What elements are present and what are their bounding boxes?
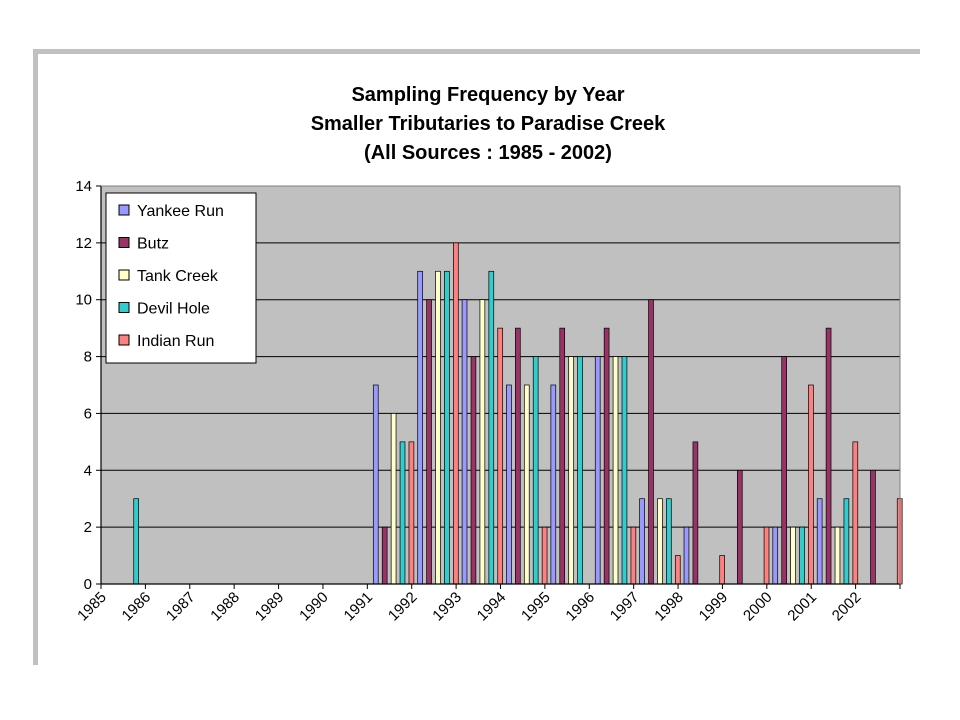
- bar-yankee-run-1994: [506, 384, 512, 585]
- legend-label-tank-creek: Tank Creek: [137, 268, 219, 285]
- chart-title-line-1: Sampling Frequency by Year: [351, 84, 624, 106]
- y-tick-label-12: 12: [75, 235, 92, 252]
- legend: Yankee Run Butz Tank Creek Devil Hole Indian…: [105, 192, 257, 364]
- bar-butz-1993: [470, 356, 477, 585]
- bar-tank-creek-1991: [390, 413, 397, 585]
- bar-butz-1995: [559, 327, 566, 585]
- legend-label-indian-run: Indian Run: [137, 333, 214, 350]
- bar-yankee-run-2000: [772, 526, 779, 585]
- bar-butz-1994: [515, 327, 521, 585]
- x-tick-label-1999: 1999: [696, 589, 732, 625]
- x-tick-label-1994: 1994: [474, 589, 510, 625]
- bar-indian-run-2000: [808, 384, 814, 585]
- bar-tank-creek-1997: [657, 498, 663, 585]
- bar-indian-run-1994: [541, 526, 548, 585]
- x-tick-label-1989: 1989: [252, 589, 288, 625]
- bar-yankee-run-1991: [372, 384, 379, 585]
- y-tick-label-10: 10: [75, 292, 92, 309]
- x-tick-label-1997: 1997: [607, 589, 643, 625]
- x-tick-label-2002: 2002: [829, 589, 865, 625]
- bar-devil-hole-1994: [532, 356, 539, 585]
- y-tick-label-14: 14: [75, 178, 92, 195]
- x-tick-label-1988: 1988: [207, 589, 243, 625]
- legend-swatch-tank-creek: [118, 269, 130, 281]
- chart-title-line-2: Smaller Tributaries to Paradise Creek: [311, 113, 666, 135]
- bar-butz-2000: [781, 356, 787, 585]
- legend-label-devil-hole: Devil Hole: [137, 301, 210, 318]
- bar-tank-creek-2000: [790, 526, 796, 585]
- legend-swatch-devil-hole: [118, 302, 130, 313]
- bar-tank-creek-1995: [568, 356, 574, 585]
- legend-label-butz: Butz: [137, 236, 169, 253]
- x-tick-label-1987: 1987: [163, 589, 199, 625]
- bar-indian-run-1997: [674, 555, 681, 585]
- bar-butz-2001: [825, 327, 832, 585]
- legend-label-yankee-run: Yankee Run: [137, 203, 224, 220]
- bar-tank-creek-1996: [612, 356, 619, 585]
- bar-devil-hole-1991: [399, 441, 406, 585]
- bar-devil-hole-2001: [843, 498, 850, 585]
- y-tick-label-6: 6: [84, 405, 92, 422]
- bar-butz-2002: [870, 469, 876, 585]
- bar-butz-1998: [692, 441, 699, 585]
- bar-indian-run-1992: [453, 242, 459, 585]
- bar-yankee-run-1995: [550, 384, 557, 585]
- bar-devil-hole-1996: [621, 356, 628, 585]
- x-tick-label-1993: 1993: [429, 589, 465, 625]
- bar-butz-1997: [648, 299, 654, 585]
- x-tick-label-1991: 1991: [341, 589, 377, 625]
- bar-devil-hole-1997: [666, 498, 672, 585]
- bar-butz-1991: [381, 526, 388, 585]
- bar-butz-1996: [603, 327, 610, 585]
- bar-indian-run-1999: [763, 526, 770, 585]
- chart-title-line-3: (All Sources : 1985 - 2002): [364, 142, 612, 164]
- legend-swatch-indian-run: [118, 334, 130, 346]
- bar-devil-hole-2000: [799, 526, 805, 585]
- y-tick-label-4: 4: [84, 462, 92, 479]
- chart-title: Sampling Frequency by Year Smaller Tribu…: [311, 84, 666, 164]
- bar-indian-run-2001: [852, 441, 859, 585]
- bar-yankee-run-1993: [461, 299, 468, 585]
- bar-indian-run-1993: [497, 327, 504, 585]
- y-axis-tick-labels: 0 2 4 6 8 10 12 14: [75, 178, 92, 593]
- legend-swatch-butz: [118, 237, 130, 248]
- bar-devil-hole-1995: [577, 356, 583, 585]
- x-tick-label-1986: 1986: [119, 589, 155, 625]
- axes: [96, 185, 901, 589]
- x-axis-tick-labels: 1985 1986 1987 1988 1989 1990 1991 1992 1993 1994…: [74, 589, 864, 625]
- bar-butz-1999: [736, 469, 743, 585]
- legend-box: [105, 192, 257, 364]
- x-tick-label-2001: 2001: [784, 589, 820, 625]
- slide-frame-left: [33, 49, 38, 665]
- bar-yankee-run-1992: [417, 270, 423, 585]
- bar-yankee-run-2001: [816, 498, 823, 585]
- bar-butz-1992: [426, 299, 432, 585]
- bar-indian-run-1991: [408, 441, 415, 585]
- x-tick-label-1990: 1990: [296, 589, 332, 625]
- y-tick-label-0: 0: [84, 576, 92, 593]
- bar-yankee-run-1996: [594, 356, 601, 585]
- x-tick-label-1998: 1998: [651, 589, 687, 625]
- bar-indian-run-1998: [719, 555, 725, 585]
- bar-tank-creek-1992: [435, 270, 441, 585]
- x-tick-label-2000: 2000: [740, 589, 776, 625]
- bar-devil-hole-1992: [444, 270, 450, 585]
- bar-indian-run-1996: [630, 526, 637, 585]
- bar-tank-creek-2001: [834, 526, 841, 585]
- bar-tank-creek-1994: [523, 384, 530, 585]
- slide-frame-top: [33, 49, 920, 54]
- bar-tank-creek-1993: [479, 299, 486, 585]
- bar-devil-hole-1985: [133, 498, 139, 585]
- bar-yankee-run-1998: [683, 526, 690, 585]
- x-tick-label-1992: 1992: [385, 589, 421, 625]
- x-tick-label-1995: 1995: [518, 589, 554, 625]
- bar-yankee-run-1997: [639, 498, 645, 585]
- y-tick-label-2: 2: [84, 519, 92, 536]
- x-tick-label-1996: 1996: [562, 589, 598, 625]
- legend-swatch-yankee-run: [118, 204, 130, 216]
- y-tick-label-8: 8: [84, 349, 92, 366]
- x-tick-label-1985: 1985: [74, 589, 110, 625]
- bar-devil-hole-1993: [488, 270, 495, 585]
